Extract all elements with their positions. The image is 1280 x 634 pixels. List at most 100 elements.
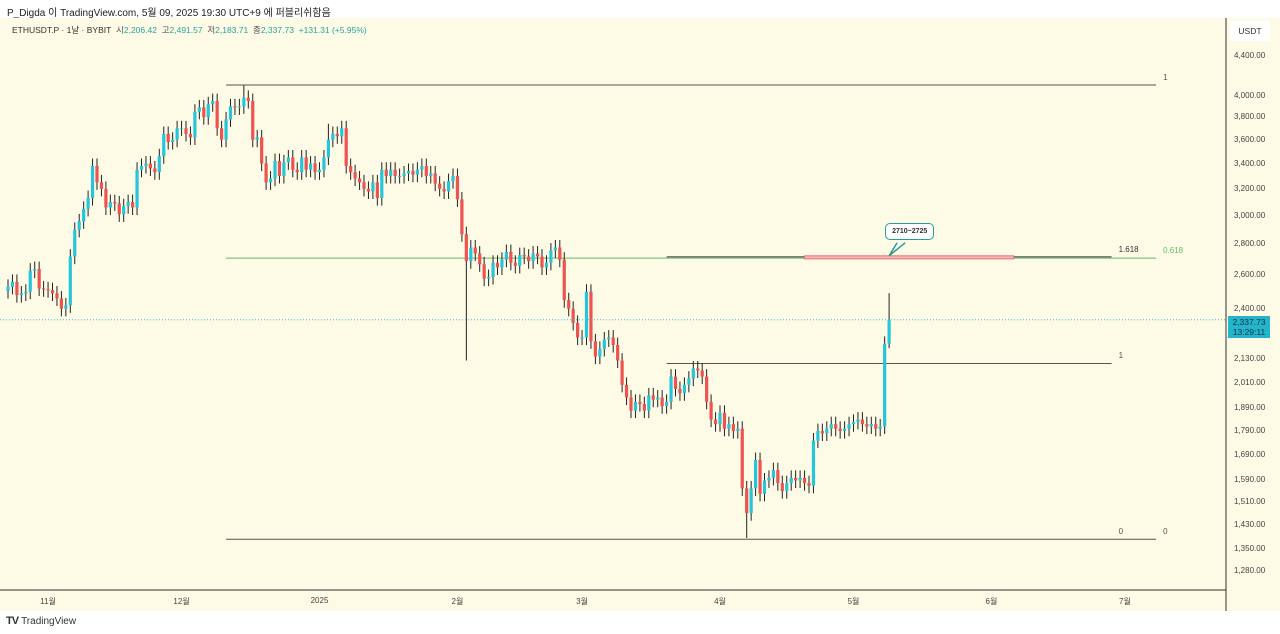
open-value: 2,206.42	[123, 25, 157, 35]
candle-body	[206, 104, 210, 118]
candle-body	[264, 163, 268, 183]
price-tick-label: 1,590.00	[1234, 475, 1266, 485]
candle-body	[758, 459, 762, 494]
candle-body	[580, 337, 584, 339]
candle-body	[224, 119, 228, 140]
candle-body	[718, 412, 722, 425]
candle-body	[28, 270, 32, 292]
candle-body	[451, 175, 455, 182]
low-value: 2,183.71	[215, 25, 249, 35]
candle-body	[878, 426, 882, 429]
candle-body	[660, 397, 664, 407]
candle-body	[166, 133, 170, 143]
candle-body	[829, 424, 833, 429]
time-tick-label: 2025	[310, 596, 329, 605]
candle-body	[340, 128, 344, 137]
candle-body	[633, 401, 638, 411]
candle-body	[184, 128, 188, 134]
candle-body	[322, 157, 326, 170]
candle-body	[500, 259, 504, 268]
candle-body	[424, 165, 428, 176]
candle-body	[90, 165, 95, 199]
time-tick-label: 12월	[173, 597, 190, 606]
candle-body	[518, 255, 522, 266]
candle-body	[220, 128, 224, 140]
close-label: 종	[253, 25, 261, 35]
candle-body	[558, 247, 562, 260]
candle-body	[64, 305, 68, 309]
candle-body	[531, 253, 535, 262]
candle-body	[442, 188, 446, 192]
candle-body	[825, 428, 829, 434]
candle-body	[398, 175, 402, 177]
candle-body	[157, 156, 161, 173]
price-tick-label: 3,000.00	[1234, 210, 1266, 220]
candle-body	[754, 459, 758, 489]
candle-body	[139, 165, 144, 170]
time-tick-label: 2월	[451, 597, 464, 606]
candle-body	[553, 247, 557, 251]
publish-info: P_Digda 이 TradingView.com, 5월 09, 2025 1…	[7, 8, 331, 19]
time-tick-label: 11월	[40, 597, 56, 606]
candle-body	[393, 169, 397, 176]
candle-body	[73, 229, 77, 257]
candle-body	[86, 198, 90, 209]
candle-body	[215, 100, 219, 129]
price-tick-label: 1,510.00	[1234, 496, 1266, 506]
candle-body	[460, 199, 464, 235]
candle-body	[651, 395, 655, 400]
candle-body	[469, 247, 473, 262]
target-zone	[804, 255, 1015, 260]
candle-body	[335, 133, 339, 137]
candle-body	[509, 251, 513, 263]
candle-body	[549, 250, 553, 263]
candle-body	[304, 157, 308, 170]
candle-body	[487, 276, 491, 279]
candle-body	[59, 298, 63, 309]
chart-panel[interactable]: ETHUSDT.P · 1날 · BYBIT 시2,206.42 고2,491.…	[0, 18, 1280, 611]
candle-body	[148, 163, 152, 169]
candle-body	[251, 100, 255, 140]
candle-body	[802, 477, 807, 484]
candle-body	[709, 401, 713, 420]
candle-body	[642, 403, 646, 411]
low-label: 저	[207, 25, 216, 35]
candle-body	[869, 424, 873, 427]
candle-body	[811, 440, 816, 486]
candle-body	[540, 256, 544, 268]
candle-body	[50, 290, 55, 294]
price-tick-label: 2,130.00	[1234, 353, 1266, 363]
candle-body	[576, 322, 580, 338]
price-tick-label: 3,600.00	[1234, 134, 1266, 144]
currency-unit-button[interactable]: USDT	[1230, 21, 1270, 41]
candle-body	[237, 106, 241, 108]
candle-body	[371, 182, 375, 192]
candle-body	[260, 137, 264, 164]
current-price: 2,337.73	[1232, 316, 1266, 327]
candle-body	[353, 172, 357, 179]
candle-body	[366, 188, 371, 192]
fib-level-label: 1	[1163, 73, 1168, 83]
price-chart-svg[interactable]	[0, 18, 1280, 611]
candle-body	[740, 428, 744, 489]
candle-body	[656, 397, 660, 400]
candle-body	[277, 161, 282, 176]
candle-body	[887, 319, 891, 344]
symbol-label[interactable]: ETHUSDT.P · 1날 · BYBIT	[12, 25, 112, 35]
price-tick-label: 1,690.00	[1234, 450, 1266, 460]
candle-body	[317, 169, 322, 173]
candle-body	[874, 424, 878, 429]
price-tick-label: 1,430.00	[1234, 519, 1266, 529]
candle-body	[384, 169, 388, 176]
candle-body	[731, 424, 735, 432]
candle-body	[122, 206, 126, 215]
candle-body	[255, 137, 259, 140]
candle-body	[286, 157, 290, 163]
candle-body	[433, 173, 437, 184]
candle-body	[300, 157, 304, 173]
candle-body	[202, 107, 206, 118]
price-tick-label: 1,280.00	[1234, 565, 1266, 575]
candle-body	[647, 395, 651, 411]
candle-body	[638, 401, 642, 404]
candle-body	[798, 477, 802, 481]
